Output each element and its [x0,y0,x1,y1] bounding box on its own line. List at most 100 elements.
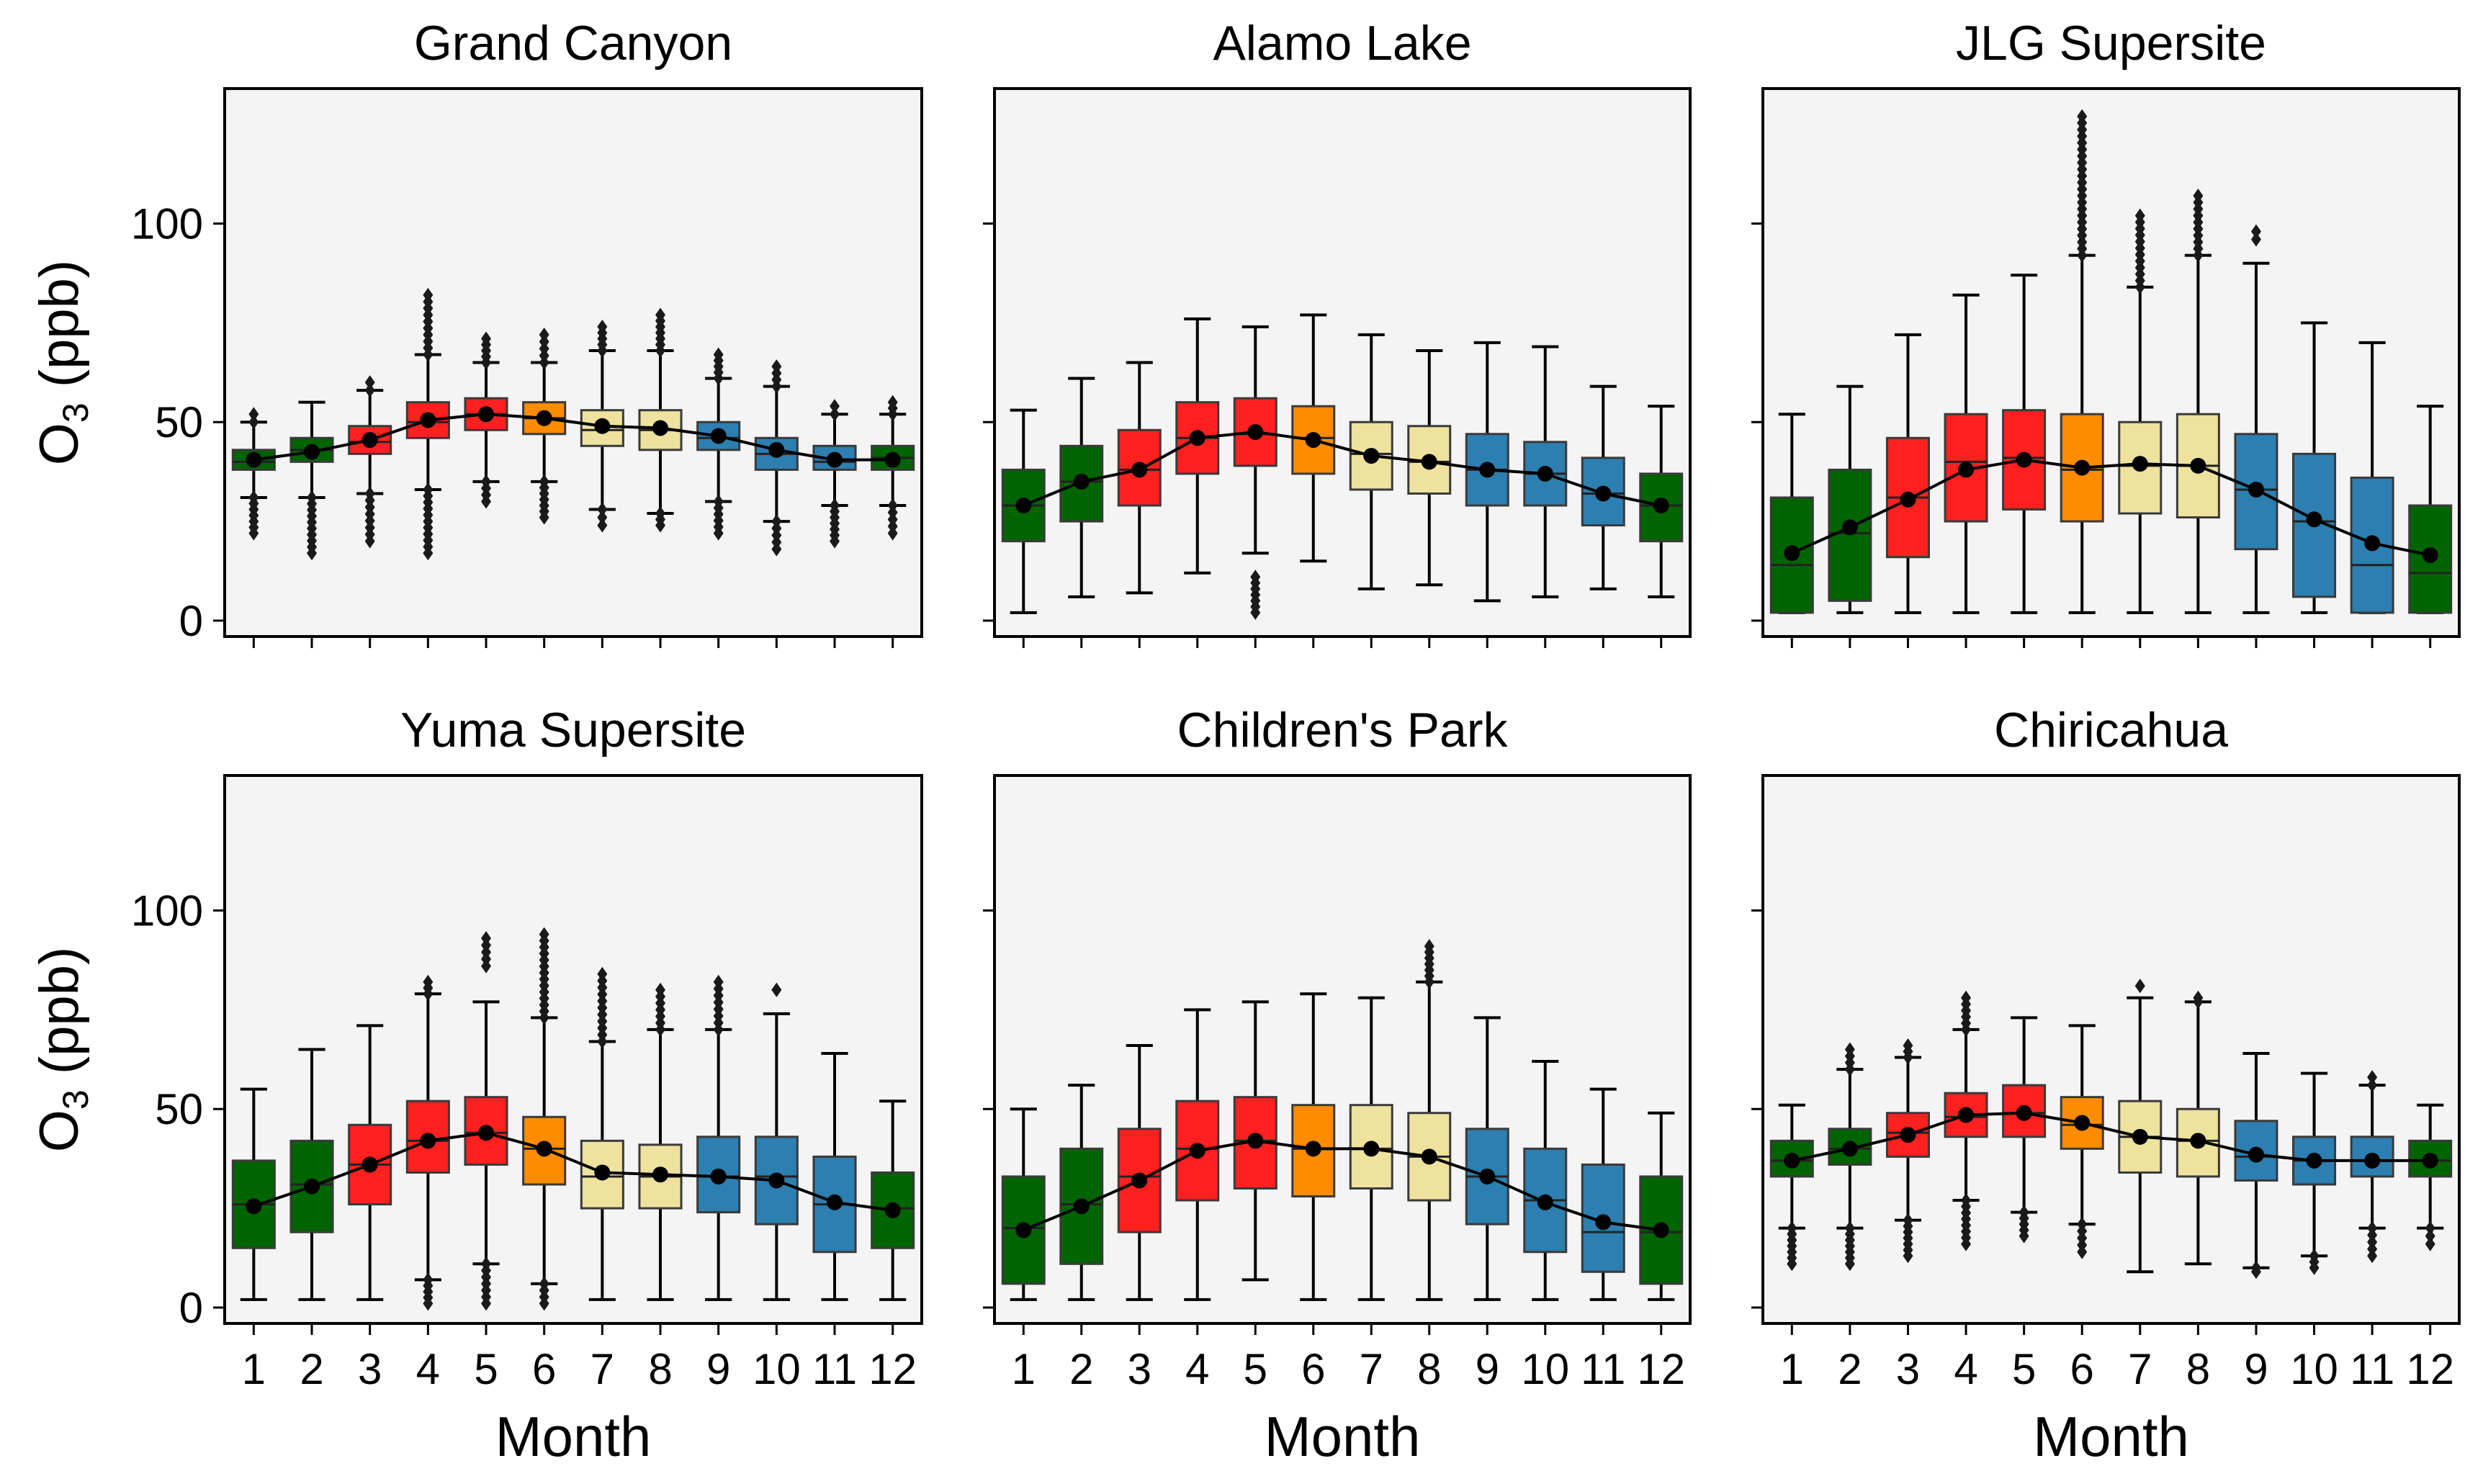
outlier-high [830,399,840,414]
outlier-high [713,1022,724,1037]
outlier-high [655,343,665,358]
x-tick-label: 5 [1244,1345,1267,1393]
mean-point [1421,1148,1437,1165]
x-tick-label: 7 [2128,1345,2152,1393]
mean-point [1073,1198,1090,1215]
outlier-low [423,1296,434,1311]
mean-point [1900,1127,1916,1143]
outlier-low [1787,1256,1797,1272]
x-tick-label: 7 [1360,1345,1383,1393]
mean-point [1479,462,1496,478]
mean-point [2016,451,2032,468]
outlier-low [597,502,608,517]
outlier-high [771,379,782,394]
mean-point [1421,454,1437,470]
panel-title: Yuma Supersite [400,703,746,757]
mean-point [1247,1133,1264,1149]
mean-point [246,451,262,468]
outlier-high [597,1034,608,1049]
outlier-high [655,1022,665,1037]
outlier-low [2250,1264,2261,1280]
y-tick-label: 100 [131,886,203,935]
mean-point [536,1141,552,1157]
mean-point [1784,545,1800,562]
plot-frame [993,774,1692,1325]
outlier-high [887,407,898,422]
x-tick-label: 2 [1838,1345,1862,1393]
outlier-high [2250,224,2261,239]
mean-point [1363,1141,1380,1157]
mean-point [1189,1143,1205,1159]
outlier-high [248,415,259,430]
mean-point [1653,1222,1669,1238]
mean-point [304,444,320,460]
y-tick-label: 0 [179,1284,203,1332]
mean-point [2422,547,2438,563]
x-tick-label: 12 [1637,1345,1685,1393]
outlier-high [423,986,434,1002]
mean-point [1131,1172,1148,1189]
outlier-low [423,546,434,561]
box-month-7 [580,319,624,533]
plot-background [1763,775,2459,1323]
x-tick-label: 6 [1301,1345,1325,1393]
box-month-5 [2002,1016,2047,1244]
mean-point [1958,462,1975,478]
outlier-high [597,343,608,358]
outlier-high [1961,1022,1972,1037]
mean-point [2306,1152,2322,1169]
x-tick-label: 11 [812,1345,857,1393]
panel-title: JLG Supersite [1956,16,2266,71]
panel-title: Children's Park [1177,703,1509,757]
box-month-8 [2176,188,2220,614]
x-axis-label: Month [1265,1405,1421,1468]
outlier-low [481,494,491,509]
outlier-high [830,407,840,422]
mean-point [1841,1141,1858,1157]
y-axis-label-subscript: 3 [55,1089,96,1110]
box-month-7 [1349,996,1393,1301]
mean-point [594,1164,611,1181]
x-tick-label: 11 [1581,1345,1625,1393]
box-month-6 [1291,992,1336,1301]
x-tick-label: 9 [706,1345,730,1393]
box-month-3 [1885,1038,1930,1264]
box-month-3 [1885,333,1930,614]
x-tick-label: 4 [1954,1345,1977,1393]
outlier-low [2425,1228,2435,1244]
mean-point [1841,519,1858,536]
plot-background [225,89,922,637]
outlier-low [713,526,724,541]
mean-point [478,406,494,423]
x-tick-label: 3 [358,1345,382,1393]
plot-background [994,775,1690,1323]
y-tick-label: 50 [155,1085,203,1133]
x-tick-label: 2 [1069,1345,1093,1393]
mean-point [1015,1222,1032,1238]
plot-background [1763,89,2459,637]
mean-point [246,1198,262,1215]
plot-frame [993,87,1692,638]
mean-point [2190,1133,2206,1149]
y-tick-label: 0 [179,597,203,645]
outlier-low [2019,1228,2029,1244]
box-month-6 [522,927,567,1311]
mean-point [2074,1115,2091,1131]
outlier-high [2193,248,2204,263]
panel-2: Alamo Lake [983,16,1692,648]
x-tick-label: 1 [1012,1345,1036,1393]
mean-point [1595,1214,1612,1231]
mean-point [1595,485,1612,502]
mean-point [2364,535,2381,552]
outlier-high [248,407,259,422]
plot-frame [1761,87,2461,638]
mean-point [1305,1141,1321,1157]
mean-point [652,1166,668,1183]
outlier-high [2134,979,2145,994]
x-tick-label: 10 [1521,1345,1569,1393]
outlier-high [771,982,782,997]
outlier-high [423,347,434,362]
outlier-low [597,518,608,533]
